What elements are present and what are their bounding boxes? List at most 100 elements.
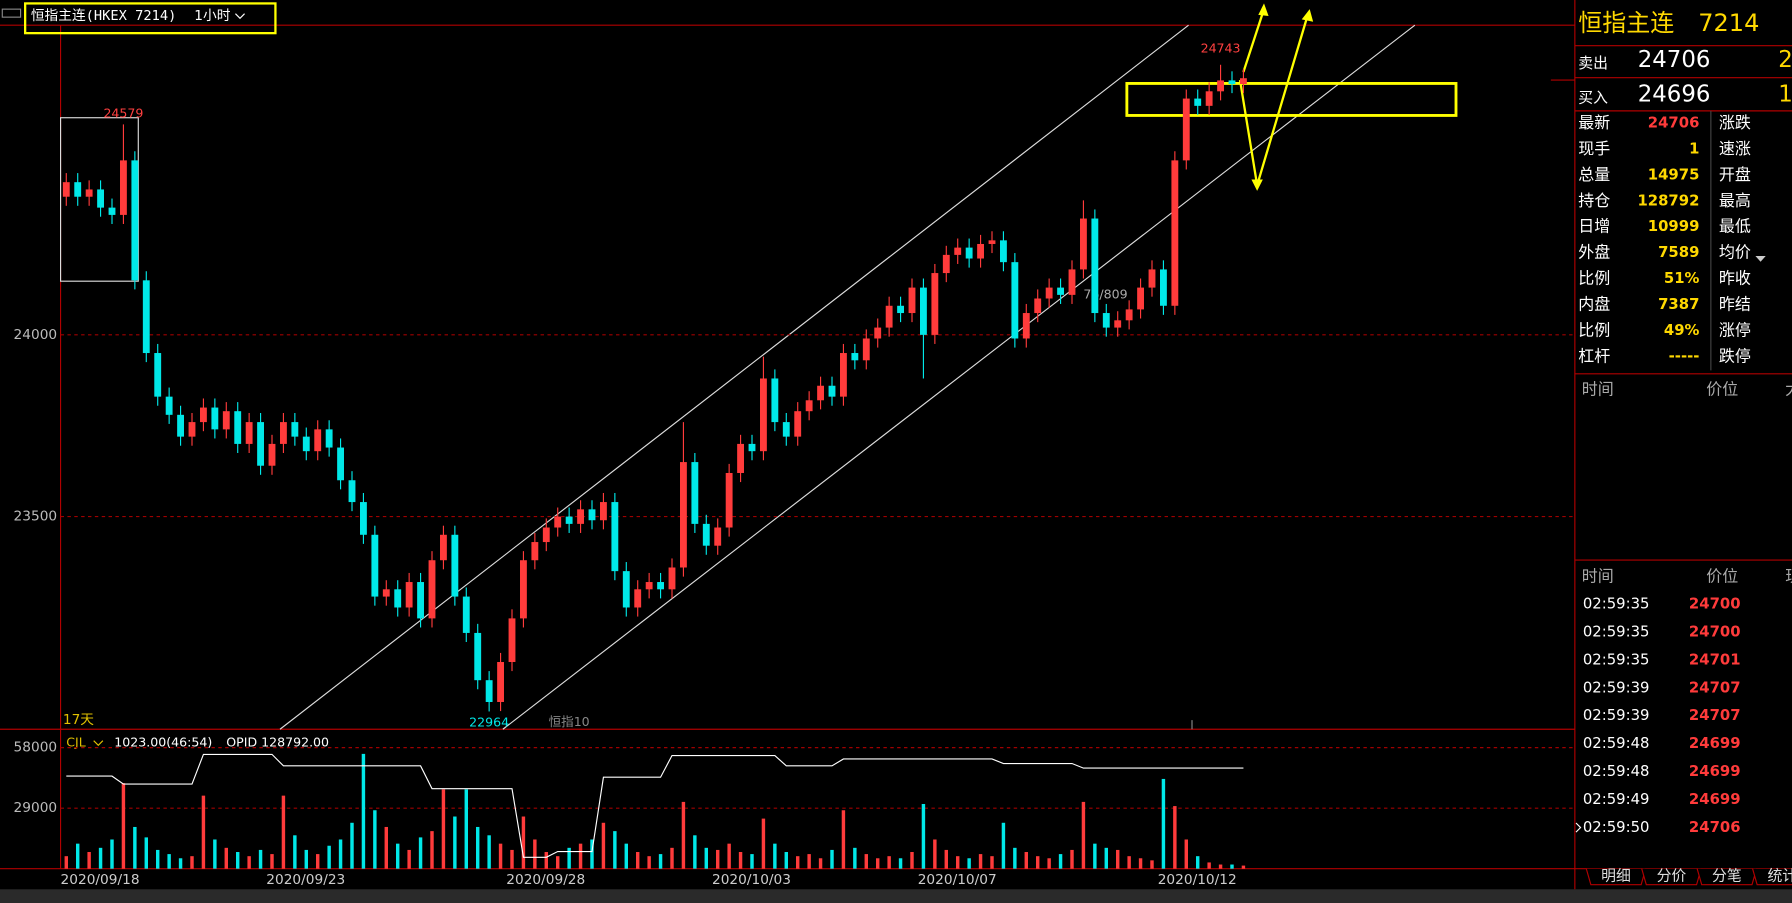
candle-body: [234, 411, 242, 444]
bid-price: 24696: [1638, 81, 1711, 107]
symbol-title[interactable]: 恒指主连(HKEX 7214): [31, 8, 177, 24]
candle-body: [1148, 269, 1156, 288]
candle-body: [245, 422, 253, 444]
volume-bar: [841, 810, 846, 869]
volume-bar: [498, 843, 503, 869]
candle-body: [474, 632, 482, 681]
tab-label[interactable]: 分笔: [1712, 867, 1742, 885]
period-selector[interactable]: 1小时: [194, 8, 230, 24]
volume-bar: [716, 849, 720, 869]
volume-bar: [521, 816, 526, 869]
candle-body: [920, 287, 927, 335]
bid-size: 1: [1778, 81, 1792, 107]
tab-label[interactable]: 明细: [1601, 867, 1631, 885]
candle-body: [657, 582, 664, 590]
volume-bar: [293, 835, 297, 869]
volume-bar: [87, 852, 91, 869]
trough-label: 22964: [469, 714, 509, 729]
volume-bar: [658, 854, 663, 869]
stat-label: 持仓: [1578, 191, 1610, 210]
status-bar: [0, 889, 1792, 903]
stat-value: 1: [1689, 139, 1699, 157]
candle-body: [817, 385, 824, 401]
volume-bar: [887, 856, 891, 869]
stat-label: 比例: [1578, 269, 1610, 288]
volume-bar: [533, 839, 537, 869]
volume-bar: [487, 835, 491, 869]
quote-code: 7214: [1698, 9, 1759, 37]
opid-line: [66, 753, 1244, 858]
volume-bar: [98, 847, 103, 869]
dropdown-arrow[interactable]: [1755, 256, 1766, 262]
trade-price: 24706: [1689, 818, 1741, 836]
volume-bar: [818, 858, 823, 869]
stat-label: 外盘: [1578, 243, 1610, 262]
volume-bar: [1241, 865, 1246, 869]
stat-value: 24706: [1648, 113, 1700, 131]
volume-bar: [144, 837, 148, 869]
tab-bar: 明细 分价 分笔 统计: [1585, 867, 1792, 886]
candle-body: [428, 560, 436, 619]
volume-bar: [1138, 858, 1143, 869]
volume-bar: [864, 854, 868, 869]
dropdown-arrow[interactable]: [93, 740, 104, 747]
candle-body: [154, 353, 162, 397]
volume-bar: [373, 810, 377, 869]
volume-bar: [464, 789, 468, 869]
ma-label: 恒指10: [549, 714, 590, 729]
volume-bar: [1196, 856, 1200, 869]
stat-label: 昨收: [1719, 269, 1751, 288]
volume-bar: [121, 783, 126, 869]
volume-bar: [807, 854, 811, 869]
candle-body: [702, 523, 710, 546]
peak-label: 24743: [1201, 40, 1241, 55]
y-tick-label: 24000: [14, 327, 58, 343]
stat-label: 速涨: [1719, 139, 1751, 158]
stat-label: 比例: [1578, 321, 1610, 340]
y-tick-label: 23500: [14, 509, 58, 525]
candle-body: [714, 527, 722, 546]
menu-icon[interactable]: [1, 8, 22, 18]
volume-bar: [898, 858, 903, 869]
stat-label: 日增: [1578, 217, 1610, 236]
column-header: 时间: [1582, 567, 1614, 586]
trade-price: 24700: [1689, 595, 1741, 613]
tab-label[interactable]: 分价: [1657, 867, 1687, 885]
volume-bar: [601, 822, 606, 869]
volume-bar: [236, 852, 240, 869]
candle-body: [565, 516, 573, 524]
stat-label: 跌停: [1719, 346, 1751, 365]
candle-body: [828, 385, 836, 397]
candle-body: [771, 378, 779, 423]
volume-bar: [830, 849, 834, 869]
tab[interactable]: [1752, 868, 1792, 886]
volume-bar: [224, 847, 228, 869]
peak-label: 24579: [103, 106, 143, 121]
indicator-name[interactable]: CJL: [66, 734, 85, 749]
volume-bar: [796, 856, 800, 869]
candle-body: [314, 429, 322, 452]
volume-bar: [647, 856, 651, 869]
candle-body: [862, 338, 870, 361]
volume-bar: [944, 849, 948, 869]
arrow-up: [1242, 8, 1266, 73]
ask-size: 2: [1778, 47, 1792, 73]
tab-label[interactable]: 统计: [1767, 867, 1792, 885]
volume-bar: [738, 852, 743, 869]
dropdown-arrow[interactable]: [235, 13, 245, 20]
candle-body: [1125, 309, 1133, 321]
volume-bar: [681, 801, 686, 869]
arrow-head: [1251, 179, 1263, 191]
candle-body: [588, 509, 596, 521]
ask-price: 24706: [1638, 47, 1711, 73]
candle-body: [1022, 313, 1030, 339]
candle-body: [485, 680, 493, 702]
volume-bar: [156, 849, 160, 869]
channel-lower: [502, 24, 1416, 730]
volume-bar: [1207, 862, 1211, 869]
volume-bar: [1036, 856, 1040, 869]
candle-body: [1000, 240, 1007, 263]
volume-bar: [704, 847, 708, 869]
volume-bar: [1161, 778, 1166, 869]
